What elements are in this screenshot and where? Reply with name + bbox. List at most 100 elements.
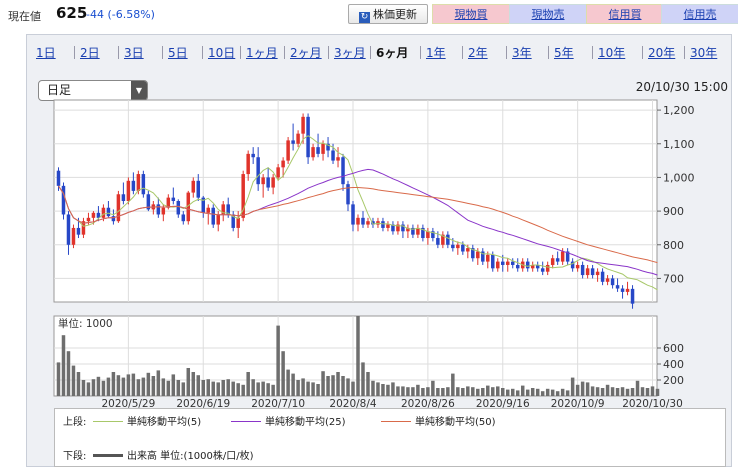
tab-12[interactable]: 5年	[554, 46, 574, 60]
volume-bar	[111, 372, 116, 396]
legend-ma50: 単純移動平均(50)	[381, 413, 496, 428]
tab-separator	[420, 46, 421, 59]
volume-bar	[271, 384, 275, 396]
candle-body	[510, 261, 515, 265]
tab-7[interactable]: 3ヶ月	[334, 46, 366, 60]
volume-bar	[71, 365, 76, 396]
candle-body	[570, 261, 575, 269]
tab-13[interactable]: 10年	[598, 46, 626, 60]
legend-ma5-line	[93, 421, 123, 422]
candle-body	[301, 116, 305, 134]
volume-unit-label: 単位: 1000	[58, 317, 113, 330]
candle-body	[306, 116, 310, 158]
price-tick-label: 1,200	[663, 104, 695, 117]
candle-body	[426, 231, 430, 239]
candle-body	[211, 207, 215, 225]
tab-1[interactable]: 2日	[80, 46, 100, 60]
candle-body	[196, 180, 201, 198]
tab-8[interactable]: 6ヶ月	[376, 46, 409, 60]
volume-bar	[281, 351, 285, 396]
legend-volume-label: 出来高 単位:(1000株/口/枚)	[127, 451, 254, 462]
volume-bar	[246, 372, 250, 396]
volume-bar	[476, 388, 480, 396]
volume-bar	[525, 389, 530, 396]
interval-select[interactable]: 日足 ▼	[38, 80, 148, 101]
ma5-line	[58, 135, 658, 291]
candle-body	[131, 180, 136, 191]
volume-bar	[256, 382, 260, 396]
tab-separator	[74, 46, 75, 59]
candle-body	[116, 194, 121, 222]
tab-15[interactable]: 30年	[690, 46, 718, 60]
tab-2[interactable]: 3日	[124, 46, 144, 60]
volume-bar	[590, 386, 595, 396]
tab-separator	[162, 46, 163, 59]
candle-body	[111, 216, 116, 222]
candle-body	[136, 174, 141, 191]
tab-5[interactable]: 1ヶ月	[246, 46, 278, 60]
candle-body	[251, 153, 255, 158]
candle-body	[436, 238, 440, 245]
candle-body	[501, 261, 505, 265]
candle-body	[311, 147, 315, 158]
x-tick-label: 2020/9/16	[476, 398, 530, 408]
volume-bar	[436, 388, 440, 396]
volume-bar	[181, 382, 186, 396]
volume-bar	[540, 391, 545, 396]
candle-body	[620, 288, 625, 292]
candle-body	[206, 207, 210, 213]
candle-body	[555, 258, 560, 262]
legend-ma5-label: 単純移動平均(5)	[127, 417, 202, 428]
price-change: -44 (-6.58%)	[86, 8, 155, 21]
tab-3[interactable]: 5日	[168, 46, 188, 60]
volume-bar	[356, 316, 360, 396]
volume-bar	[216, 382, 220, 396]
volume-bar	[441, 388, 445, 396]
legend-ma25: 単純移動平均(25)	[231, 413, 346, 428]
candle-body	[575, 264, 580, 269]
price-tick-label: 1,000	[663, 171, 695, 184]
legend-ma25-line	[231, 421, 261, 422]
candle-body	[545, 264, 550, 272]
volume-bar	[341, 376, 345, 396]
candle-body	[71, 227, 76, 245]
candle-body	[456, 244, 460, 249]
candle-body	[391, 224, 395, 232]
tab-4[interactable]: 10日	[208, 46, 236, 60]
candle-body	[161, 207, 166, 215]
volume-bar	[456, 387, 460, 396]
candle-body	[585, 268, 590, 276]
sell-spot-button[interactable]: 現物売	[509, 4, 587, 24]
candle-body	[56, 170, 61, 186]
candle-body	[101, 207, 106, 218]
candle-body	[181, 214, 186, 222]
tab-9[interactable]: 1年	[426, 46, 446, 60]
volume-bar	[126, 374, 131, 396]
volume-bar	[501, 388, 505, 396]
candle-body	[176, 201, 181, 215]
candle-body	[66, 214, 71, 245]
candle-body	[421, 227, 425, 239]
volume-bar	[241, 384, 245, 396]
volume-bar	[116, 375, 121, 396]
tab-10[interactable]: 2年	[468, 46, 488, 60]
candle-body	[146, 194, 151, 210]
tab-0[interactable]: 1日	[36, 46, 56, 60]
tab-11[interactable]: 3年	[512, 46, 532, 60]
legend-ma5: 単純移動平均(5)	[93, 413, 201, 428]
candle-body	[386, 224, 390, 228]
candle-body	[625, 288, 630, 292]
volume-bar	[101, 380, 106, 396]
candle-body	[451, 244, 455, 249]
tab-6[interactable]: 2ヶ月	[290, 46, 322, 60]
candle-body	[565, 251, 570, 262]
volume-bar	[580, 381, 585, 396]
margin-sell-button[interactable]: 信用売	[661, 4, 738, 24]
volume-bar	[291, 373, 295, 396]
volume-bar	[91, 379, 96, 396]
volume-bar	[630, 388, 635, 396]
update-price-button[interactable]: ↻ 株価更新	[348, 4, 428, 24]
candle-body	[276, 167, 280, 178]
candle-body	[411, 227, 415, 235]
tab-14[interactable]: 20年	[648, 46, 676, 60]
